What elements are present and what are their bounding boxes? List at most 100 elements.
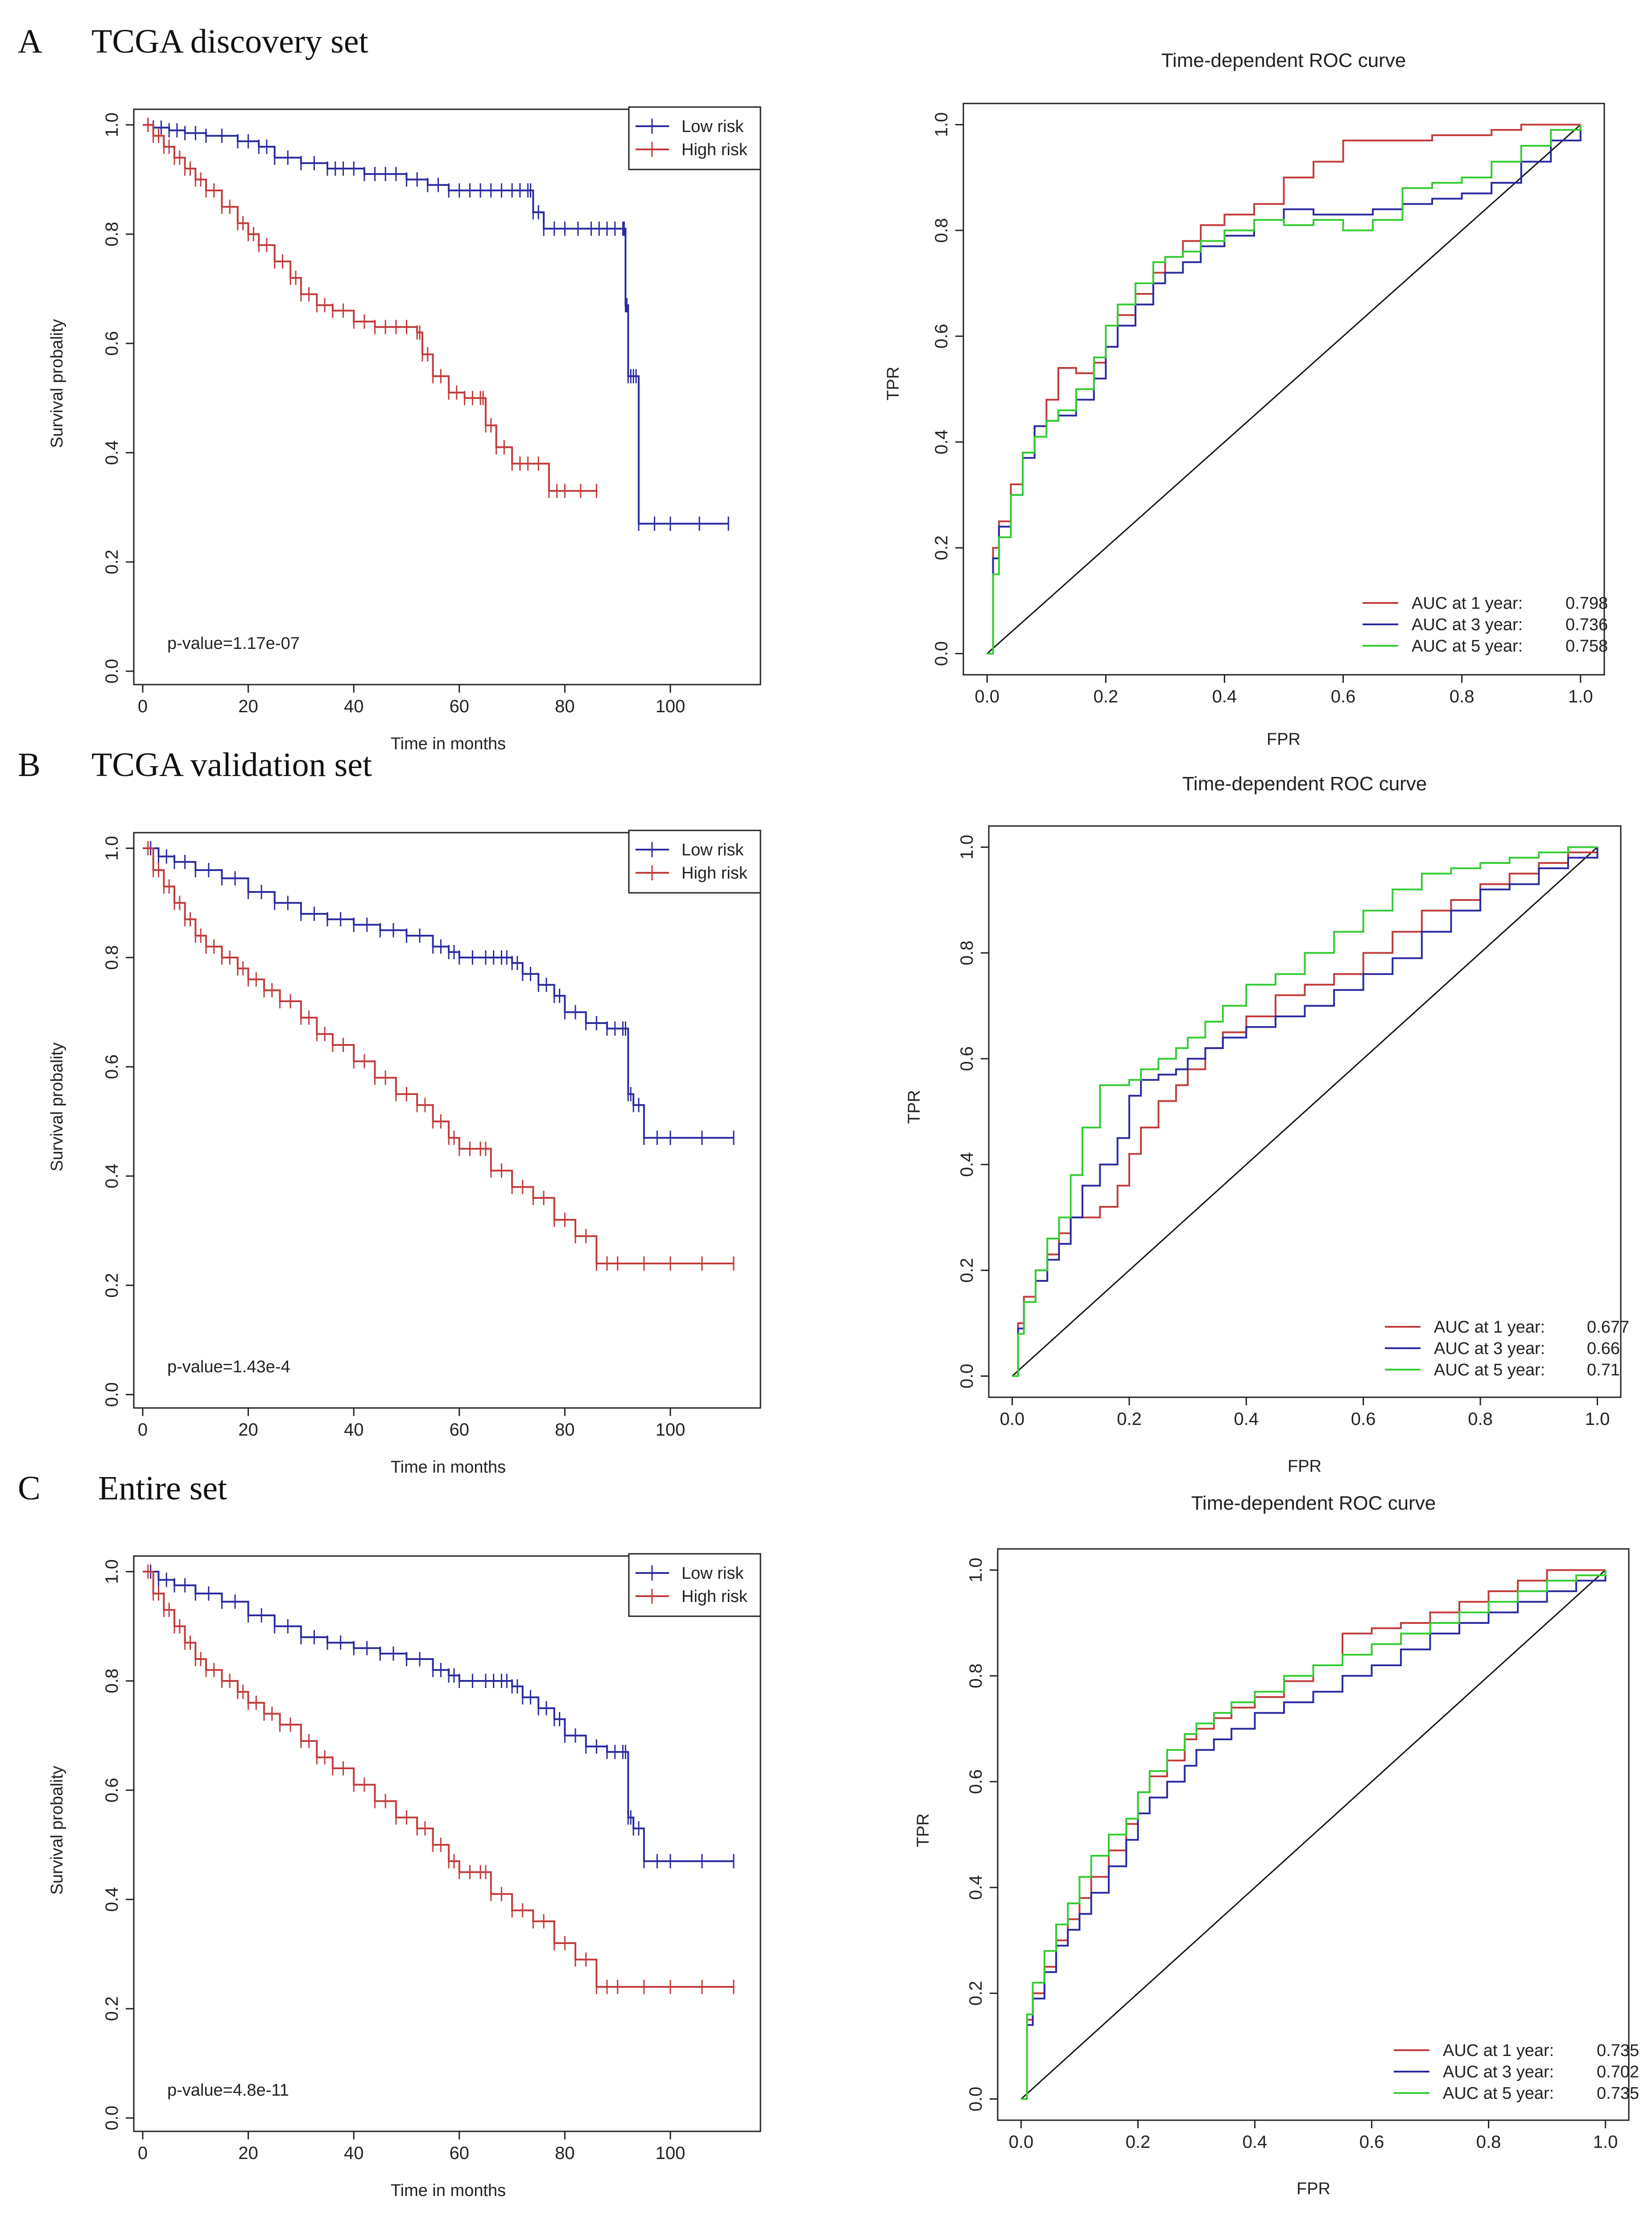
- x-tick-label: 0: [138, 1420, 148, 1440]
- y-tick-label: 0.8: [102, 222, 122, 247]
- y-tick-label: 1.0: [102, 1559, 122, 1584]
- plot-frame: [962, 103, 1605, 676]
- km-legend-box: [628, 106, 761, 170]
- legend-label-auc-1-year: AUC at 1 year:: [1443, 2041, 1554, 2060]
- y-tick-label: 0.4: [102, 440, 122, 465]
- legend-label-low-risk: Low risk: [681, 117, 744, 136]
- roc-legend-c: AUC at 1 year: 0.735 AUC at 3 year: 0.70…: [1394, 2041, 1639, 2103]
- legend-label-auc-3-year: AUC at 3 year:: [1443, 2063, 1554, 2081]
- x-tick-label: 0.8: [1450, 687, 1474, 706]
- y-tick-label: 1.0: [102, 112, 122, 137]
- x-tick-label: 1.0: [1585, 1409, 1610, 1429]
- km-legend-box: [628, 1553, 761, 1617]
- panel-title-a: TCGA discovery set: [91, 23, 368, 60]
- km-legend-box: [628, 830, 761, 894]
- y-tick-label: 0.0: [102, 659, 122, 684]
- legend-label-high-risk: High risk: [681, 1587, 748, 1606]
- x-tick-label: 60: [450, 697, 470, 716]
- x-tick-label: 40: [344, 697, 364, 716]
- y-tick-label: 0.4: [957, 1152, 977, 1177]
- x-tick-label: 1.0: [1593, 2132, 1618, 2152]
- legend-value-auc-5-year: 0.758: [1565, 637, 1608, 656]
- panel-label-c: C: [18, 1470, 41, 1507]
- x-tick-label: 100: [656, 697, 686, 716]
- x-tick-label: 100: [656, 1420, 686, 1440]
- x-tick-label: 0.8: [1468, 1409, 1493, 1429]
- roc-x-axis-title: FPR: [1288, 1457, 1322, 1476]
- x-tick-label: 1.0: [1568, 687, 1593, 706]
- km-plot-area-c: 0 20 40 60 80 100 0.0 0.2 0.4 0.6 0.8 1.0: [102, 1555, 761, 2163]
- legend-label-auc-5-year: AUC at 5 year:: [1443, 2084, 1554, 2103]
- y-tick-label: 1.0: [966, 1558, 986, 1583]
- y-tick-label: 1.0: [102, 836, 122, 861]
- y-tick-label: 0.2: [102, 1273, 122, 1298]
- legend-label-low-risk: Low risk: [681, 1564, 744, 1583]
- x-tick-label: 0.4: [1234, 1409, 1259, 1429]
- km-y-axis-title: Survival probality: [48, 1766, 66, 1895]
- roc-title-a: Time-dependent ROC curve: [1161, 50, 1406, 71]
- roc-chart-c: Time-dependent ROC curve 0.0 0.2 0.4 0.6 0.8…: [914, 1492, 1639, 2198]
- x-tick-label: 80: [555, 1420, 575, 1440]
- panel-title-c: Entire set: [98, 1470, 227, 1507]
- km-p-value: p-value=1.17e-07: [167, 634, 300, 653]
- legend-value-auc-5-year: 0.735: [1597, 2084, 1639, 2103]
- x-tick-label: 0.6: [1351, 1409, 1376, 1429]
- y-tick-label: 0.6: [102, 331, 122, 356]
- roc-title-b: Time-dependent ROC curve: [1182, 773, 1427, 795]
- legend-label-auc-3-year: AUC at 3 year:: [1434, 1339, 1545, 1358]
- legend-value-auc-1-year: 0.677: [1587, 1318, 1629, 1337]
- y-tick-label: 1.0: [932, 112, 951, 137]
- roc-x-axis-title: FPR: [1267, 730, 1301, 749]
- y-tick-label: 0.6: [932, 324, 951, 349]
- roc-curve-5-year: [1012, 846, 1598, 1377]
- roc-curve-5-year: [987, 124, 1582, 655]
- panel-label-a: A: [18, 23, 42, 60]
- y-tick-label: 0.4: [102, 1887, 122, 1912]
- legend-label-high-risk: High risk: [681, 864, 748, 883]
- legend-value-auc-1-year: 0.735: [1597, 2041, 1639, 2060]
- x-tick-label: 20: [238, 697, 258, 716]
- y-tick-label: 0.6: [966, 1769, 986, 1794]
- y-tick-label: 0.8: [932, 218, 951, 243]
- km-y-axis-title: Survival probality: [48, 1042, 66, 1171]
- x-tick-label: 100: [656, 2143, 686, 2163]
- y-tick-label: 0.8: [966, 1664, 986, 1688]
- km-chart-c: 0 20 40 60 80 100 0.0 0.2 0.4 0.6 0.8 1.0 Low risk …: [48, 1553, 761, 2200]
- km-p-value: p-value=1.43e-4: [167, 1358, 290, 1376]
- x-tick-label: 0.2: [1126, 2132, 1151, 2152]
- x-tick-label: 0.6: [1359, 2132, 1384, 2152]
- x-tick-label: 20: [238, 2143, 258, 2163]
- x-tick-label: 60: [450, 1420, 470, 1440]
- x-tick-label: 0.2: [1117, 1409, 1142, 1429]
- y-tick-label: 0.4: [102, 1164, 122, 1189]
- panel-label-b: B: [18, 746, 41, 784]
- km-legend-a: Low risk High risk: [628, 106, 761, 170]
- x-tick-label: 0.6: [1331, 687, 1356, 706]
- y-tick-label: 0.0: [932, 641, 951, 666]
- x-tick-label: 20: [238, 1420, 258, 1440]
- x-tick-label: 80: [555, 2143, 575, 2163]
- roc-y-axis-title: TPR: [905, 1090, 924, 1124]
- km-p-value: p-value=4.8e-11: [167, 2081, 289, 2100]
- roc-chart-b: Time-dependent ROC curve 0.0 0.2 0.4 0.6 0.8…: [905, 773, 1629, 1476]
- km-y-axis-title: Survival probality: [48, 319, 66, 448]
- plot-frame: [133, 832, 761, 1409]
- y-tick-label: 1.0: [957, 835, 977, 860]
- km-chart-a: 0 20 40 60 80 100 0.0 0.2 0.4 0.6 0.8 1.0 Low risk …: [48, 106, 761, 753]
- roc-plot-area-a: 0.0 0.2 0.4 0.6 0.8 1.0 0.0 0.2 0.4 0.6 0.8 1.0: [932, 103, 1605, 706]
- km-x-axis-title: Time in months: [391, 735, 506, 753]
- plot-frame: [133, 1555, 761, 2132]
- y-tick-label: 0.2: [102, 1996, 122, 2021]
- roc-x-axis-title: FPR: [1297, 2180, 1330, 2198]
- y-tick-label: 0.8: [102, 1668, 122, 1693]
- x-tick-label: 0: [138, 697, 148, 716]
- roc-y-axis-title: TPR: [884, 367, 903, 400]
- y-tick-label: 0.2: [966, 1981, 986, 2006]
- plot-frame: [997, 1548, 1630, 2121]
- roc-plot-area-c: 0.0 0.2 0.4 0.6 0.8 1.0 0.0 0.2 0.4 0.6 0.8 1.0: [966, 1548, 1630, 2152]
- x-tick-label: 0.4: [1212, 687, 1237, 706]
- roc-curve-3-year: [1021, 1570, 1607, 2100]
- km-legend-b: Low risk High risk: [628, 830, 761, 894]
- km-plot-area-a: 0 20 40 60 80 100 0.0 0.2 0.4 0.6 0.8 1.0: [102, 108, 761, 716]
